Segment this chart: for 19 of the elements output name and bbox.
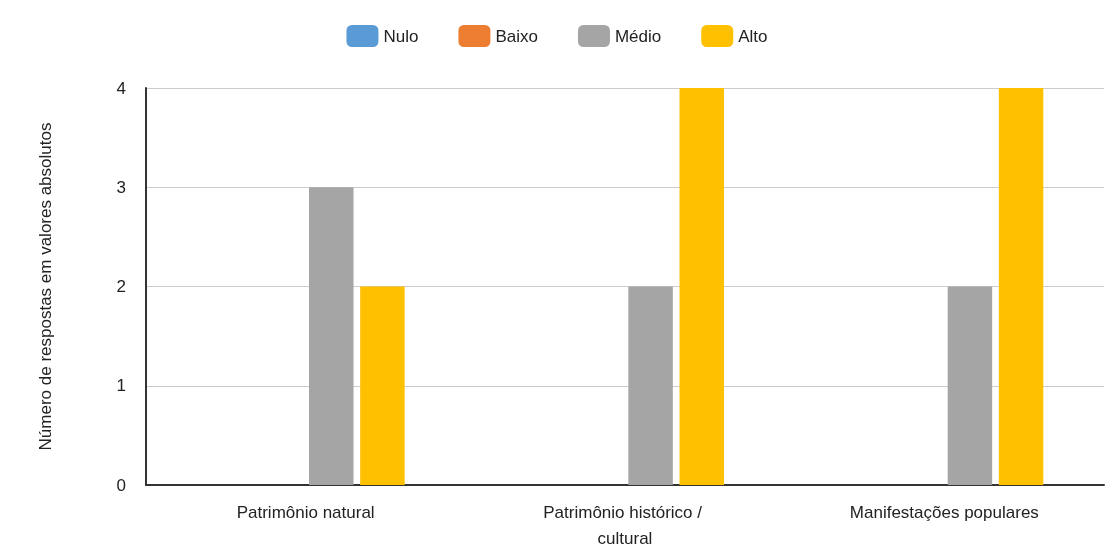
- bar: [679, 88, 724, 485]
- legend-label: Baixo: [495, 26, 538, 46]
- bar: [360, 286, 405, 485]
- x-tick-label: Manifestações populares: [849, 502, 1039, 522]
- bar: [628, 286, 673, 485]
- x-tick-label: Patrimônio natural: [236, 502, 375, 522]
- legend-label: Alto: [738, 26, 768, 46]
- x-tick-label: Patrimônio histórico / cultural: [543, 502, 707, 548]
- y-tick-label: 3: [116, 177, 126, 197]
- legend-label: Nulo: [383, 26, 419, 46]
- bar: [947, 286, 993, 485]
- y-tick-label: 4: [116, 78, 126, 98]
- y-axis-title: Número de respostas em valores absolutos: [36, 122, 55, 451]
- y-tick-label: 0: [116, 475, 126, 495]
- legend-label: Médio: [614, 26, 662, 46]
- y-tick-label: 1: [116, 376, 126, 396]
- y-tick-label: 2: [116, 277, 126, 296]
- bar: [309, 187, 354, 485]
- bar: [998, 88, 1044, 485]
